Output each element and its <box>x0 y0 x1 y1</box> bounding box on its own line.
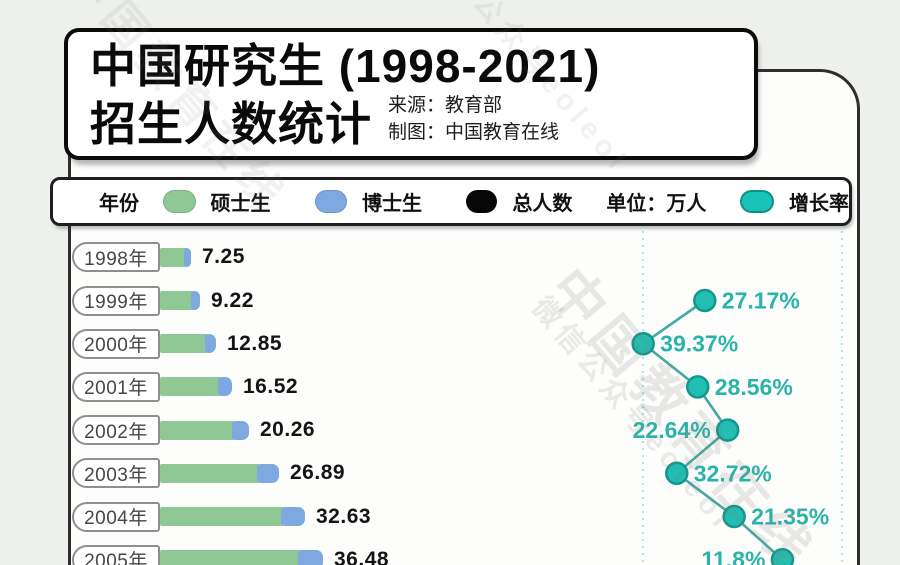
source-text: 来源：教育部 <box>388 95 503 116</box>
enrollment-bar <box>160 507 305 526</box>
enrollment-bar <box>160 377 232 397</box>
doctor-bar-segment <box>281 507 305 526</box>
total-value-label: 32.63 <box>316 504 372 528</box>
master-bar-segment <box>160 377 220 397</box>
doctor-bar-segment <box>298 550 323 565</box>
master-bar-segment <box>160 463 259 483</box>
total-value-label: 12.85 <box>227 331 283 355</box>
doctor-bar-segment <box>257 463 279 483</box>
master-bar-segment <box>160 334 207 354</box>
year-row: 1998年 7.25 <box>72 242 245 273</box>
year-row: 2003年 26.89 <box>72 458 346 489</box>
year-row: 2004年 32.63 <box>72 501 372 532</box>
legend-master-label: 硕士生 <box>210 193 271 215</box>
total-value-label: 9.22 <box>211 288 254 312</box>
legend-bar: 年份 硕士生 博士生 总人数 单位：万人 增长率 <box>50 177 852 226</box>
year-pill: 2002年 <box>72 415 160 446</box>
page-title-line1: 中国研究生 (1998-2021) <box>90 40 601 92</box>
title-card: 中国研究生 (1998-2021) 招生人数统计 来源：教育部 制图：中国教育在… <box>64 28 758 160</box>
year-pill: 2003年 <box>72 458 160 489</box>
enrollment-bar <box>160 420 249 440</box>
legend-doctor-label: 博士生 <box>362 193 422 215</box>
total-swatch-icon <box>466 190 498 213</box>
total-value-label: 7.25 <box>202 245 245 269</box>
year-pill: 2001年 <box>72 371 160 402</box>
page-title-line2: 招生人数统计 <box>90 98 372 150</box>
doctor-bar-segment <box>191 291 200 310</box>
legend-year-label: 年份 <box>99 193 139 215</box>
year-pill: 2004年 <box>72 501 160 532</box>
master-bar-segment <box>160 291 193 310</box>
year-row: 2001年 16.52 <box>72 371 299 402</box>
year-pill: 1998年 <box>72 242 160 273</box>
total-value-label: 20.26 <box>260 418 316 442</box>
total-value-label: 16.52 <box>243 374 299 398</box>
year-row: 1999年 9.22 <box>72 285 254 316</box>
enrollment-bar <box>160 334 216 354</box>
doctor-bar-segment <box>232 420 249 440</box>
legend-unit-label: 单位：万人 <box>606 193 707 215</box>
total-value-label: 36.48 <box>334 547 390 565</box>
master-bar-segment <box>160 247 186 267</box>
doctor-bar-segment <box>218 377 232 397</box>
enrollment-bar <box>160 463 279 483</box>
year-pill: 2000年 <box>72 328 160 359</box>
enrollment-bar <box>160 550 323 565</box>
master-bar-segment <box>160 507 283 526</box>
doctor-bar-segment <box>184 247 191 267</box>
year-row: 2000年 12.85 <box>72 328 283 359</box>
year-pill: 1999年 <box>72 285 160 316</box>
growth-swatch-icon <box>740 190 774 213</box>
credit-text: 制图：中国教育在线 <box>388 122 560 143</box>
legend-growth-label: 增长率 <box>789 193 849 215</box>
enrollment-bar <box>160 247 191 267</box>
year-pill: 2005年 <box>72 544 160 565</box>
legend-total-label: 总人数 <box>512 193 573 215</box>
master-bar-segment <box>160 550 300 565</box>
year-row: 2002年 20.26 <box>72 415 316 446</box>
year-row: 2005年 36.48 <box>72 544 390 565</box>
total-value-label: 26.89 <box>290 461 346 485</box>
master-swatch-icon <box>163 190 196 213</box>
master-bar-segment <box>160 420 234 440</box>
enrollment-bar <box>160 291 200 310</box>
doctor-swatch-icon <box>314 190 347 213</box>
doctor-bar-segment <box>205 334 216 354</box>
